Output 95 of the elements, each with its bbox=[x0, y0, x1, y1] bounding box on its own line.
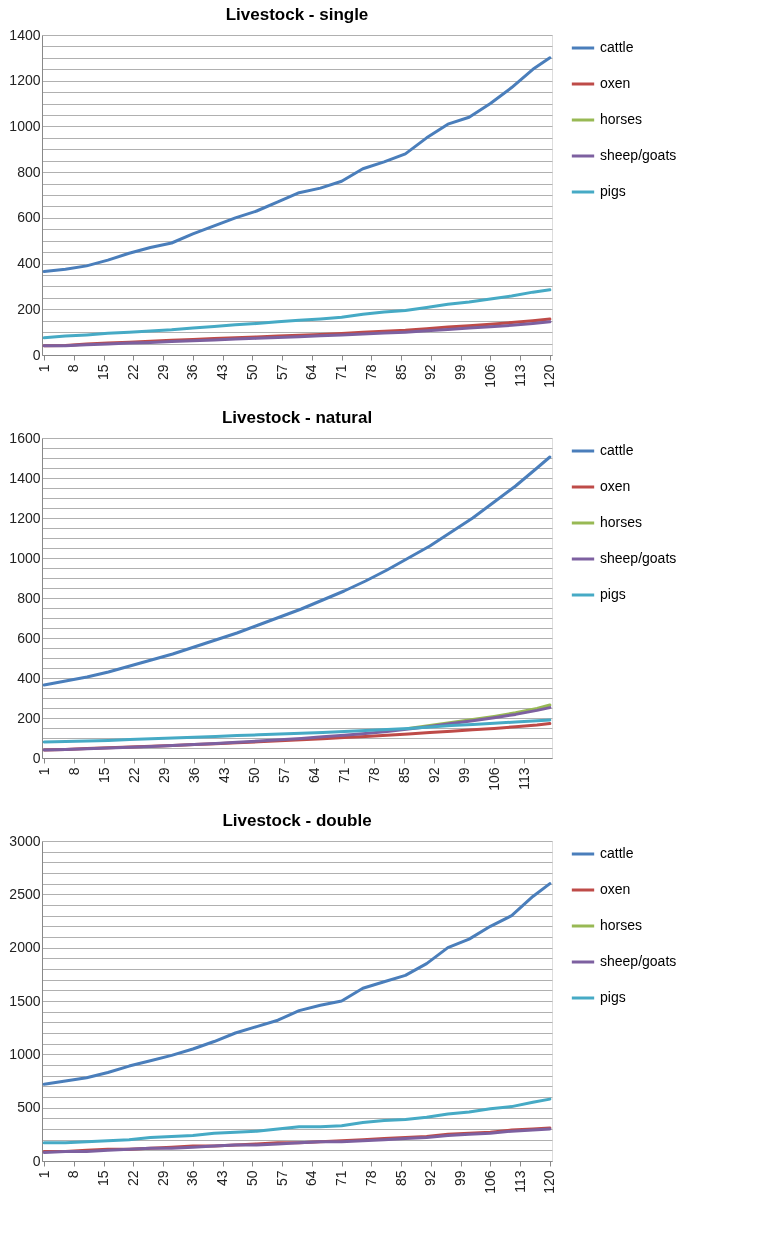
x-tick-label: 36 bbox=[184, 364, 201, 381]
x-tick-label: 64 bbox=[303, 364, 320, 381]
y-tick-label: 1200 bbox=[9, 509, 41, 526]
x-tick-label: 43 bbox=[214, 1170, 231, 1187]
x-tick-label: 43 bbox=[215, 767, 232, 784]
y-tick-label: 1400 bbox=[9, 469, 41, 486]
x-tick-label: 1 bbox=[35, 767, 52, 776]
y-tick-label: 600 bbox=[17, 209, 41, 226]
y-tick-label: 200 bbox=[17, 709, 41, 726]
y-tick-label: 800 bbox=[17, 589, 41, 606]
x-tick-label: 78 bbox=[362, 364, 379, 381]
x-tick-label: 8 bbox=[65, 1170, 82, 1179]
x-tick-label: 120 bbox=[541, 364, 558, 388]
legend-label: cattle bbox=[600, 845, 634, 861]
legend-label: sheep/goats bbox=[600, 147, 677, 163]
x-tick-label: 71 bbox=[333, 364, 350, 381]
chart-title: Livestock - natural bbox=[221, 408, 373, 427]
x-tick-label: 1 bbox=[35, 364, 52, 373]
x-tick-label: 113 bbox=[511, 1170, 528, 1193]
x-tick-label: 8 bbox=[65, 767, 82, 776]
x-tick-label: 22 bbox=[124, 364, 141, 381]
x-tick-label: 99 bbox=[455, 767, 472, 784]
y-tick-label: 400 bbox=[17, 255, 41, 272]
x-tick-label: 113 bbox=[511, 364, 528, 387]
y-tick-label: 0 bbox=[32, 749, 41, 766]
x-tick-label: 85 bbox=[392, 364, 409, 381]
x-tick-label: 29 bbox=[154, 364, 171, 381]
x-tick-label: 78 bbox=[365, 767, 382, 784]
legend-label: oxen bbox=[600, 478, 631, 494]
x-tick-label: 120 bbox=[541, 1170, 558, 1194]
x-tick-label: 92 bbox=[422, 364, 439, 381]
x-tick-label: 50 bbox=[245, 767, 262, 784]
x-tick-label: 29 bbox=[155, 767, 172, 784]
x-tick-label: 64 bbox=[303, 1170, 320, 1187]
legend-label: oxen bbox=[600, 75, 631, 91]
x-tick-label: 85 bbox=[395, 767, 412, 784]
x-tick-label: 57 bbox=[273, 1170, 290, 1187]
y-tick-label: 600 bbox=[17, 629, 41, 646]
legend-label: oxen bbox=[600, 881, 631, 897]
y-tick-label: 800 bbox=[17, 163, 41, 180]
chart-title: Livestock - single bbox=[225, 5, 369, 24]
legend-label: pigs bbox=[600, 183, 626, 199]
y-tick-label: 0 bbox=[32, 346, 41, 363]
x-tick-label: 99 bbox=[452, 1170, 469, 1187]
x-tick-label: 15 bbox=[95, 767, 112, 784]
x-tick-label: 15 bbox=[95, 364, 112, 381]
x-tick-label: 78 bbox=[362, 1170, 379, 1187]
legend-label: sheep/goats bbox=[600, 953, 677, 969]
legend-label: pigs bbox=[600, 586, 626, 602]
x-tick-label: 57 bbox=[273, 364, 290, 381]
x-tick-label: 43 bbox=[214, 364, 231, 381]
x-tick-label: 113 bbox=[515, 767, 532, 790]
y-tick-label: 0 bbox=[32, 1152, 41, 1169]
x-tick-label: 85 bbox=[392, 1170, 409, 1187]
x-tick-label: 8 bbox=[65, 364, 82, 373]
x-tick-label: 50 bbox=[243, 1170, 260, 1187]
x-tick-label: 71 bbox=[333, 1170, 350, 1187]
x-tick-label: 57 bbox=[275, 767, 292, 784]
legend-label: pigs bbox=[600, 989, 626, 1005]
x-tick-label: 92 bbox=[422, 1170, 439, 1187]
y-tick-label: 1500 bbox=[9, 992, 41, 1009]
y-tick-label: 1600 bbox=[9, 429, 41, 446]
chart-title: Livestock - double bbox=[222, 811, 372, 830]
y-tick-label: 2000 bbox=[9, 939, 41, 956]
legend-label: sheep/goats bbox=[600, 550, 677, 566]
legend-label: horses bbox=[600, 917, 643, 933]
y-tick-label: 2500 bbox=[9, 885, 41, 902]
y-tick-label: 400 bbox=[17, 669, 41, 686]
x-tick-label: 64 bbox=[305, 767, 322, 784]
y-tick-label: 1000 bbox=[9, 117, 41, 134]
y-tick-label: 1200 bbox=[9, 72, 41, 89]
x-tick-label: 36 bbox=[185, 767, 202, 784]
x-tick-label: 99 bbox=[452, 364, 469, 381]
x-tick-label: 22 bbox=[125, 767, 142, 784]
x-tick-label: 36 bbox=[184, 1170, 201, 1187]
y-tick-label: 1000 bbox=[9, 549, 41, 566]
x-tick-label: 22 bbox=[124, 1170, 141, 1187]
legend-label: horses bbox=[600, 111, 643, 127]
x-tick-label: 106 bbox=[481, 1170, 498, 1194]
y-tick-label: 200 bbox=[17, 300, 41, 317]
y-tick-label: 1000 bbox=[9, 1045, 41, 1062]
y-tick-label: 500 bbox=[17, 1099, 41, 1116]
y-tick-label: 3000 bbox=[9, 832, 41, 849]
x-tick-label: 71 bbox=[335, 767, 352, 784]
legend-label: horses bbox=[600, 514, 643, 530]
x-tick-label: 106 bbox=[481, 364, 498, 388]
x-tick-label: 106 bbox=[485, 767, 502, 791]
x-tick-label: 1 bbox=[35, 1170, 52, 1179]
x-tick-label: 29 bbox=[154, 1170, 171, 1187]
legend-label: cattle bbox=[600, 39, 634, 55]
x-tick-label: 92 bbox=[425, 767, 442, 784]
y-tick-label: 1400 bbox=[9, 26, 41, 43]
legend-label: cattle bbox=[600, 442, 634, 458]
x-tick-label: 15 bbox=[95, 1170, 112, 1187]
x-tick-label: 50 bbox=[243, 364, 260, 381]
